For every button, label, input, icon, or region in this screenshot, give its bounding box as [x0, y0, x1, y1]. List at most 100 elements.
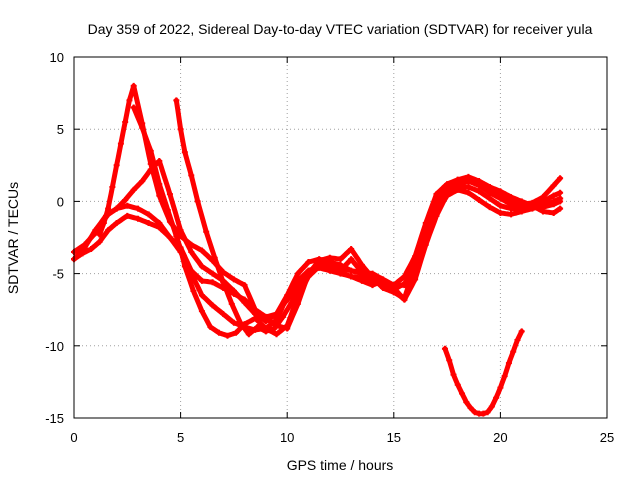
data-point-marker: [288, 299, 295, 306]
data-point-marker: [441, 345, 448, 352]
series-track-6: [173, 97, 564, 338]
data-point-marker: [177, 246, 184, 253]
data-point-marker: [198, 277, 205, 284]
data-point-marker: [296, 282, 303, 289]
data-point-marker: [198, 292, 205, 299]
data-point-marker: [245, 331, 252, 338]
data-point-marker: [188, 172, 195, 179]
data-point-marker: [230, 290, 237, 297]
data-point-marker: [100, 220, 107, 227]
data-point-marker: [164, 207, 171, 214]
data-point-marker: [105, 205, 112, 212]
data-point-marker: [209, 302, 216, 309]
data-point-marker: [358, 269, 365, 276]
data-point-marker: [109, 183, 116, 190]
data-point-marker: [198, 247, 205, 254]
data-point-marker: [557, 205, 564, 212]
data-point-marker: [550, 182, 557, 189]
data-point-marker: [484, 409, 491, 416]
data-point-marker: [188, 241, 195, 248]
data-point-marker: [476, 196, 483, 203]
data-point-marker: [145, 220, 152, 227]
data-point-marker: [497, 202, 504, 209]
data-point-marker: [550, 209, 557, 216]
data-point-marker: [348, 256, 355, 263]
data-point-marker: [252, 306, 259, 313]
data-point-marker: [518, 328, 525, 335]
data-point-marker: [510, 348, 517, 355]
data-point-marker: [134, 215, 141, 222]
data-point-marker: [514, 337, 521, 344]
data-point-marker: [390, 287, 397, 294]
data-point-marker: [122, 196, 129, 203]
data-point-marker: [139, 178, 146, 185]
data-point-marker: [401, 273, 408, 280]
data-point-marker: [262, 315, 269, 322]
data-point-marker: [130, 104, 137, 111]
data-point-marker: [198, 308, 205, 315]
series-layer: [71, 82, 564, 417]
data-point-marker: [145, 211, 152, 218]
data-point-marker: [358, 277, 365, 284]
data-point-marker: [139, 124, 146, 131]
data-point-marker: [454, 186, 461, 193]
data-point-marker: [358, 261, 365, 268]
data-point-marker: [480, 410, 487, 417]
data-point-marker: [557, 189, 564, 196]
data-point-marker: [465, 189, 472, 196]
y-tick-label: -10: [45, 339, 64, 354]
x-tick-label: 0: [70, 430, 77, 445]
data-point-marker: [220, 279, 227, 286]
data-point-marker: [540, 204, 547, 211]
data-point-marker: [497, 194, 504, 201]
data-point-marker: [181, 149, 188, 156]
data-point-marker: [463, 399, 470, 406]
data-point-marker: [203, 228, 210, 235]
data-point-marker: [262, 328, 269, 335]
data-point-marker: [326, 266, 333, 273]
data-point-marker: [454, 181, 461, 188]
x-tick-label: 10: [280, 430, 294, 445]
data-point-marker: [501, 373, 508, 380]
data-point-marker: [124, 212, 131, 219]
data-point-marker: [557, 198, 564, 205]
data-point-marker: [126, 97, 133, 104]
x-tick-label: 5: [177, 430, 184, 445]
data-point-marker: [550, 201, 557, 208]
data-point-marker: [190, 287, 197, 294]
data-point-marker: [209, 270, 216, 277]
data-point-marker: [467, 404, 474, 411]
data-point-marker: [241, 296, 248, 303]
data-point-marker: [550, 192, 557, 199]
data-point-marker: [401, 296, 408, 303]
data-point-marker: [188, 267, 195, 274]
data-point-marker: [113, 162, 120, 169]
data-point-marker: [505, 360, 512, 367]
x-tick-label: 20: [493, 430, 507, 445]
data-point-marker: [348, 246, 355, 253]
data-point-marker: [412, 267, 419, 274]
data-point-marker: [486, 195, 493, 202]
data-point-marker: [237, 319, 244, 326]
data-point-marker: [337, 269, 344, 276]
chart-title: Day 359 of 2022, Sidereal Day-to-day VTE…: [88, 21, 593, 37]
data-point-marker: [215, 329, 222, 336]
data-point-marker: [96, 231, 103, 238]
y-tick-label: 5: [57, 122, 64, 137]
x-tick-label: 15: [387, 430, 401, 445]
y-tick-label: 10: [50, 50, 64, 65]
data-point-marker: [271, 325, 278, 332]
data-point-marker: [465, 183, 472, 190]
series-track-7: [441, 328, 525, 417]
data-point-marker: [446, 357, 453, 364]
data-point-marker: [113, 220, 120, 227]
data-point-marker: [241, 282, 248, 289]
data-point-marker: [156, 224, 163, 231]
data-point-marker: [508, 199, 515, 206]
data-point-marker: [224, 332, 231, 339]
data-point-marker: [337, 256, 344, 263]
data-point-marker: [88, 246, 95, 253]
data-point-marker: [488, 403, 495, 410]
data-point-marker: [284, 296, 291, 303]
